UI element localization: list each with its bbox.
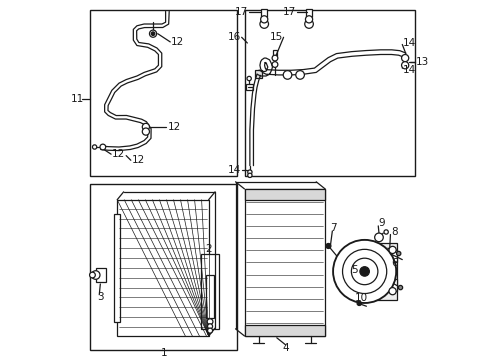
Text: 14: 14 [402,38,415,48]
Text: 16: 16 [227,32,241,41]
Circle shape [149,30,156,37]
Bar [113,214,120,321]
Text: 12: 12 [171,37,184,47]
Bar [201,253,218,329]
Text: 12: 12 [131,155,144,165]
Circle shape [283,71,291,79]
Circle shape [142,123,149,131]
Circle shape [92,145,97,149]
Circle shape [356,301,361,306]
Bar [305,9,312,17]
Circle shape [305,16,312,23]
Text: 2: 2 [205,244,211,254]
Circle shape [374,233,383,242]
Circle shape [207,319,212,324]
Bar [244,189,325,200]
Text: 9: 9 [377,218,384,228]
Circle shape [342,249,386,293]
Circle shape [260,20,268,28]
Bar [387,279,396,291]
Circle shape [398,285,402,290]
Text: 10: 10 [354,293,367,303]
Text: 12: 12 [112,149,125,159]
Text: 11: 11 [70,94,83,104]
Circle shape [388,246,395,253]
Circle shape [100,144,105,150]
Bar [366,243,396,300]
Bar [254,70,262,78]
Circle shape [304,20,313,28]
Text: 17: 17 [283,7,296,17]
Circle shape [401,54,408,62]
Circle shape [207,324,212,329]
Circle shape [151,32,155,36]
Text: 14: 14 [227,165,241,175]
Bar [244,325,325,336]
Bar [90,10,237,176]
Circle shape [246,76,251,81]
Circle shape [359,267,368,276]
Circle shape [207,328,212,333]
Text: 12: 12 [167,122,180,132]
Text: 8: 8 [391,227,397,237]
Circle shape [271,62,277,67]
Circle shape [351,258,377,285]
Text: 6: 6 [391,258,397,268]
Text: 14: 14 [402,64,415,75]
Bar [244,189,325,336]
Text: 17: 17 [234,7,247,17]
Circle shape [89,272,95,278]
Circle shape [401,62,408,69]
Circle shape [388,288,395,295]
Text: 4: 4 [282,343,288,353]
Circle shape [247,170,251,174]
Text: 13: 13 [415,57,428,67]
Text: 1: 1 [160,348,167,358]
Bar [90,184,237,350]
Circle shape [260,16,267,23]
Bar [246,84,252,90]
Bar [273,50,276,56]
Circle shape [91,271,100,279]
Text: 5: 5 [350,265,357,275]
Circle shape [295,71,304,79]
Text: 7: 7 [329,224,336,233]
Bar [261,9,267,17]
Circle shape [332,240,395,303]
Circle shape [247,173,251,177]
Text: 15: 15 [269,32,282,41]
Bar [96,268,105,282]
Text: 3: 3 [97,292,103,302]
Bar [387,250,396,262]
Circle shape [396,251,400,256]
Bar [244,10,414,176]
Bar [206,275,214,318]
Circle shape [383,230,387,234]
Circle shape [325,243,330,248]
Circle shape [142,128,149,135]
Bar [117,200,208,336]
Circle shape [271,55,277,61]
